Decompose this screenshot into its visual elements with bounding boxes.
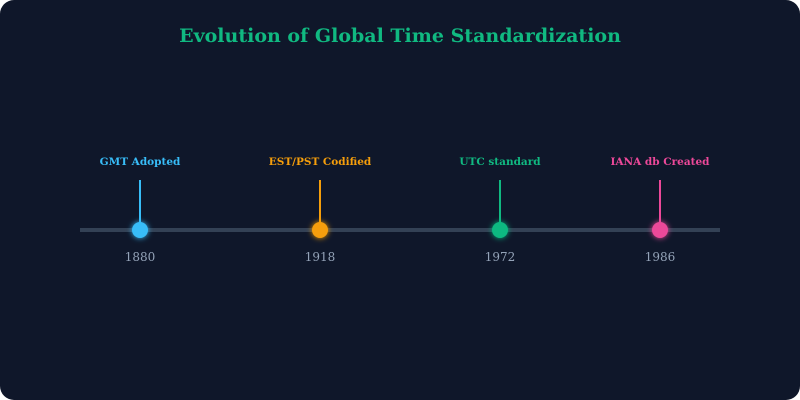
timeline-event: UTC standard 1972 bbox=[459, 156, 541, 264]
event-label: GMT Adopted bbox=[100, 156, 181, 168]
timeline-event: EST/PST Codified 1918 bbox=[269, 156, 372, 264]
event-marker bbox=[652, 222, 668, 238]
event-label: UTC standard bbox=[459, 156, 541, 168]
timeline-event: GMT Adopted 1880 bbox=[100, 156, 181, 264]
event-label: IANA db Created bbox=[610, 156, 710, 168]
event-year: 1880 bbox=[125, 250, 156, 264]
event-year: 1986 bbox=[645, 250, 676, 264]
event-label: EST/PST Codified bbox=[269, 156, 372, 168]
timeline-event: IANA db Created 1986 bbox=[610, 156, 710, 264]
event-year: 1918 bbox=[305, 250, 336, 264]
timeline-events: GMT Adopted 1880 EST/PST Codified 1918 UTC s… bbox=[100, 156, 711, 264]
diagram-title: Evolution of Global Time Standardization bbox=[179, 25, 621, 47]
event-year: 1972 bbox=[485, 250, 516, 264]
event-marker bbox=[132, 222, 148, 238]
event-marker bbox=[492, 222, 508, 238]
event-marker bbox=[312, 222, 328, 238]
